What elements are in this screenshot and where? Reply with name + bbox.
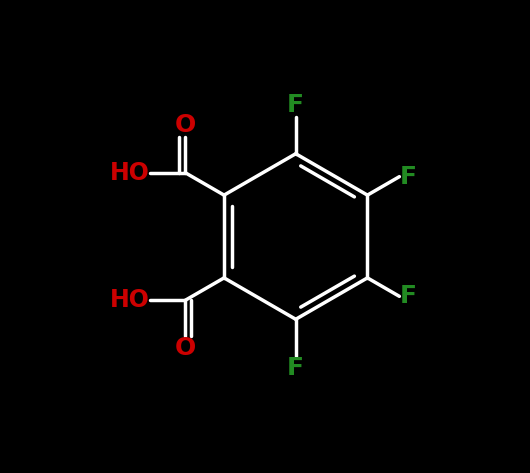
Text: F: F: [400, 284, 417, 308]
Text: HO: HO: [110, 289, 149, 312]
Text: HO: HO: [110, 161, 149, 184]
Text: F: F: [287, 93, 304, 117]
Text: O: O: [174, 113, 196, 137]
Text: O: O: [174, 336, 196, 360]
Text: F: F: [287, 356, 304, 380]
Text: F: F: [400, 165, 417, 189]
